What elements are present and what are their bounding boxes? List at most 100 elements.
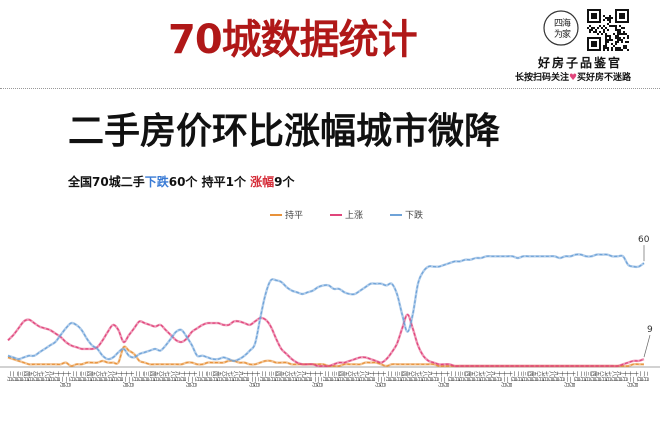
x-tick-label: 一月 [6, 371, 13, 382]
x-tick-label: 六月 [222, 371, 230, 382]
x-tick-label: 九月 [553, 371, 561, 382]
x-tick-label: 一月 [511, 371, 518, 382]
qr-module [603, 45, 605, 47]
x-tick-label: 三月 [206, 371, 213, 382]
x-tick-label: 五月 [595, 371, 602, 382]
qr-module [609, 21, 611, 23]
qr-module [615, 27, 617, 29]
qr-module [605, 27, 607, 29]
qr-module [603, 47, 605, 49]
qr-module [609, 15, 611, 17]
x-tick-label: 八月 [421, 371, 428, 382]
x-tick-label: 四月 [211, 371, 218, 382]
qr-module [623, 47, 625, 49]
x-tick-label: 一月 [195, 371, 202, 382]
x-tick-label: 二月 [390, 371, 397, 382]
qr-module [593, 27, 595, 29]
qr-module [615, 35, 617, 37]
qr-module [615, 37, 617, 39]
x-tick-label: 七月 [164, 371, 172, 382]
qr-module [619, 33, 621, 35]
qr-module [609, 25, 611, 27]
x-tick-label: 十月 [432, 371, 440, 382]
x-tick-label: 四月 [526, 371, 533, 382]
legend-label-flat: 持平 [285, 211, 304, 221]
x-tick-label: 三月 [332, 371, 339, 382]
legend-label-down: 下跌 [405, 211, 424, 221]
qr-module [623, 45, 625, 47]
x-tick-label: 二月 [327, 371, 334, 382]
qr-module [621, 33, 623, 35]
x-tick-label: 七月 [353, 371, 361, 382]
qr-module [591, 27, 593, 29]
end-label-down: 60 [638, 235, 650, 245]
x-tick-label: 六月 [600, 371, 608, 382]
qr-module [603, 31, 605, 33]
x-tick-label: 十二月 [442, 371, 450, 388]
qr-module [625, 41, 627, 43]
series-line-down-shadow [7, 253, 645, 363]
qr-module [601, 33, 603, 35]
qr-module [617, 35, 619, 37]
qr-module [607, 41, 609, 43]
qr-module [617, 41, 619, 43]
qr-module [607, 39, 609, 41]
x-tick-label: 十月 [558, 371, 566, 382]
qr-module [609, 17, 611, 19]
summary-line: 全国70城二手下跌60个 持平1个 涨幅9个 [68, 173, 295, 190]
series-line-up [7, 313, 645, 367]
x-tick-label: 五月 [216, 371, 223, 382]
x-tick-label: 六月 [95, 371, 103, 382]
qr-module [605, 45, 607, 47]
summary-down-word: 下跌 [144, 175, 169, 189]
qr-module [605, 17, 607, 19]
x-tick-label: 五月 [90, 371, 97, 382]
x-tick-label: 七月 [227, 371, 235, 382]
qr-module [605, 39, 607, 41]
qr-module [617, 49, 619, 51]
qr-module [619, 29, 621, 31]
qr-code-icon[interactable] [586, 8, 630, 52]
qr-module [615, 41, 617, 43]
qr-module [625, 33, 627, 35]
x-tick-label: 五月 [469, 371, 476, 382]
x-tick-label: 十月 [116, 371, 124, 382]
legend-label-up: 上涨 [345, 211, 364, 221]
summary-up-word: 涨幅 [250, 175, 275, 189]
qr-module [591, 29, 593, 31]
x-tick-label: 十一月 [563, 371, 571, 388]
x-tick-label: 十二月 [127, 371, 135, 388]
x-tick-label: 一月 [132, 371, 139, 382]
x-tick-label: 九月 [237, 371, 245, 382]
x-tick-label: 五月 [342, 371, 349, 382]
x-tick-label: 九月 [174, 371, 182, 382]
x-tick-label: 四月 [463, 371, 470, 382]
qr-module [619, 49, 621, 51]
qr-module [621, 49, 623, 51]
brand-name: 好房子品鉴官 [537, 56, 622, 70]
qr-module [601, 27, 603, 29]
qr-module [599, 25, 601, 27]
qr-module [625, 45, 627, 47]
x-tick-label: 十二月 [379, 371, 387, 388]
subtitle: 二手房价环比涨幅城市微降 [68, 111, 501, 152]
qr-module [607, 49, 609, 51]
x-tick-label: 十一月 [248, 371, 256, 388]
x-tick-label: 二月 [642, 371, 649, 382]
qr-module [611, 25, 613, 27]
qr-module [619, 47, 621, 49]
qr-module [589, 31, 591, 33]
x-tick-label: 五月 [153, 371, 160, 382]
x-tick-label: 八月 [547, 371, 554, 382]
x-tick-label: 一月 [258, 371, 265, 382]
x-tick-label: 一月 [574, 371, 581, 382]
qr-module [607, 19, 609, 21]
qr-module [611, 17, 613, 19]
qr-module [623, 31, 625, 33]
qr-module [615, 29, 617, 31]
x-tick-label: 三月 [17, 371, 24, 382]
x-tick-label: 九月 [363, 371, 371, 382]
qr-module [615, 43, 617, 45]
x-tick-label: 十月 [53, 371, 61, 382]
qr-module [621, 39, 623, 41]
